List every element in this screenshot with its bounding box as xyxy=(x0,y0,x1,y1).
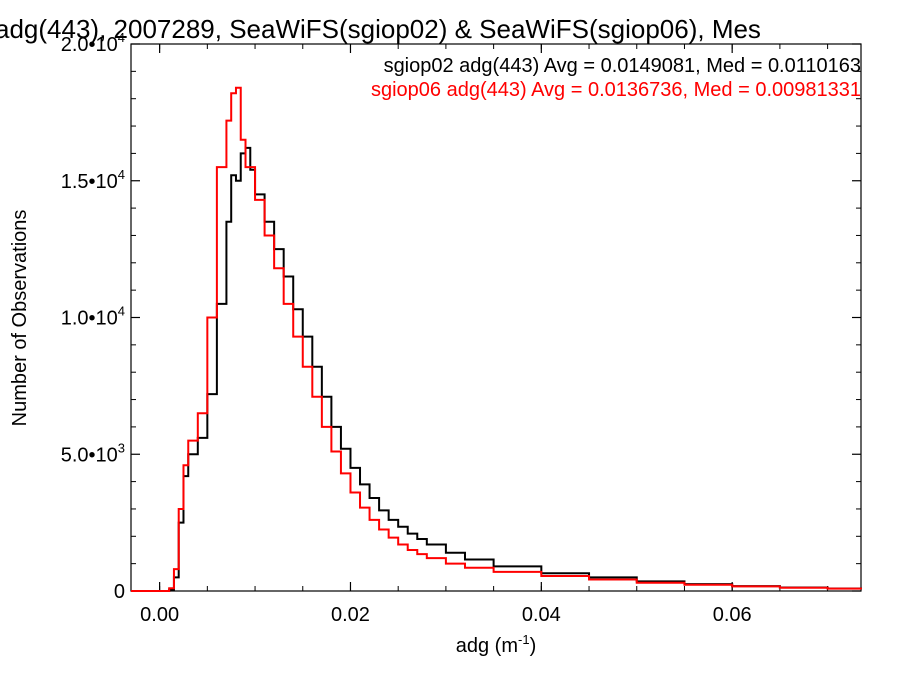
x-tick-label: 0.02 xyxy=(331,604,370,626)
y-axis: 0 5.0•103 1.0•104 1.5•104 2.0•104 xyxy=(61,30,861,603)
y-tick-label: 2.0•104 xyxy=(61,30,125,56)
y-tick-label: 1.5•104 xyxy=(61,167,125,193)
x-tick-label: 0.06 xyxy=(713,604,752,626)
legend-entry-2: sgiop06 adg(443) Avg = 0.0136736, Med = … xyxy=(371,79,861,101)
legend: sgiop02 adg(443) Avg = 0.0149081, Med = … xyxy=(371,55,861,101)
x-axis-label: adg (m-1) xyxy=(456,632,536,657)
series-line-1 xyxy=(131,146,862,592)
y-tick-label: 0 xyxy=(114,581,125,603)
series-layer xyxy=(131,86,862,592)
y-tick-label: 1.0•104 xyxy=(61,304,125,330)
x-tick-label: 0.00 xyxy=(140,604,179,626)
legend-entry-1: sgiop02 adg(443) Avg = 0.0149081, Med = … xyxy=(384,55,861,77)
series-line-2 xyxy=(131,86,862,592)
y-tick-label: 5.0•103 xyxy=(61,440,125,466)
chart-title: adg(443), 2007289, SeaWiFS(sgiop02) & Se… xyxy=(0,14,761,44)
x-tick-label: 0.04 xyxy=(522,604,561,626)
y-axis-label: Number of Observations xyxy=(9,210,31,427)
x-axis: 0.00 0.02 0.04 0.06 xyxy=(140,44,829,626)
